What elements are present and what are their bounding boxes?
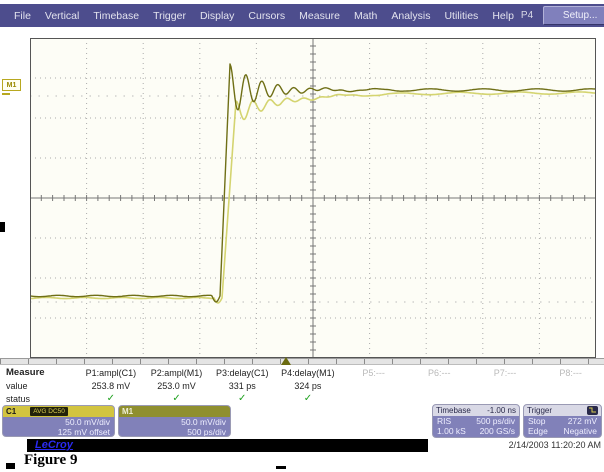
trigger-source-icon — [587, 406, 598, 415]
menu-measure[interactable]: Measure — [299, 9, 341, 22]
measure-label: Measure — [6, 367, 45, 378]
p8-value — [538, 380, 604, 393]
timebase-ruler — [0, 358, 604, 365]
p8-label[interactable]: P8:--- — [559, 368, 582, 378]
trigger-slope: Negative — [563, 426, 597, 436]
datetime-display: 2/14/2003 11:20:20 AM — [508, 440, 601, 450]
p4-status-check-icon: ✓ — [303, 393, 313, 404]
menu-help[interactable]: Help — [492, 9, 514, 22]
m1-descriptor-header: M1 — [119, 406, 230, 417]
trigger-descriptor-box[interactable]: Trigger Stop 272 mV Edge Negative — [523, 404, 602, 438]
p4-indicator: P4 — [520, 10, 534, 21]
menu-timebase[interactable]: Timebase — [93, 9, 140, 22]
timebase-descriptor-box[interactable]: Timebase -1.00 ns RIS 500 ps/div 1.00 kS… — [432, 404, 520, 438]
menu-cursors[interactable]: Cursors — [248, 9, 286, 22]
timebase-delay: -1.00 ns — [487, 406, 516, 415]
menu-vertical[interactable]: Vertical — [44, 9, 80, 22]
timebase-title: Timebase — [436, 406, 471, 415]
c1-title: C1 — [6, 407, 17, 416]
measure-col-p7[interactable]: P7:--- — [472, 367, 538, 406]
p2-value: 253.0 mV — [157, 381, 196, 391]
measure-col-p3[interactable]: P3:delay(C1) 331 ps ✓ — [209, 367, 275, 406]
p4-value: 324 ps — [294, 381, 322, 391]
p7-value — [472, 380, 538, 393]
waveform-grid — [30, 38, 596, 358]
menu-bar: File Vertical Timebase Trigger Display C… — [0, 4, 604, 27]
c1-coupling-badge: AVG DC50 — [30, 407, 68, 416]
p7-label[interactable]: P7:--- — [493, 368, 517, 378]
measure-row-labels: Measure value status — [0, 367, 78, 406]
timebase-record: 1.00 kS — [437, 426, 466, 436]
m1-title: M1 — [122, 407, 134, 416]
p2-status-check-icon: ✓ — [172, 393, 181, 404]
p6-value — [406, 380, 472, 393]
trigger-header: Trigger — [524, 405, 601, 416]
p3-status-check-icon: ✓ — [238, 393, 247, 404]
p2-label[interactable]: P2:ampl(M1) — [150, 368, 203, 378]
m1-marker-tick — [2, 93, 10, 95]
trigger-level: 272 mV — [567, 416, 597, 426]
figure-caption: Figure 9 — [24, 452, 78, 468]
timebase-scale: 500 ps/div — [476, 416, 515, 426]
trigger-title: Trigger — [527, 406, 553, 415]
menu-display[interactable]: Display — [199, 9, 235, 22]
measure-col-p6[interactable]: P6:--- — [406, 367, 472, 406]
p1-label[interactable]: P1:ampl(C1) — [85, 368, 137, 378]
setup-button[interactable]: Setup... — [543, 6, 604, 25]
measure-col-p8[interactable]: P8:--- — [538, 367, 604, 406]
p1-status-check-icon: ✓ — [106, 393, 116, 404]
trigger-type: Edge — [528, 426, 548, 436]
m1-descriptor-box[interactable]: M1 50.0 mV/div 500 ps/div — [118, 405, 231, 437]
waveform-plot — [30, 38, 596, 358]
c1-scale: 50.0 mV/div — [65, 417, 110, 427]
timebase-rate: 200 GS/s — [479, 426, 515, 436]
c1-offset: 125 mV offset — [57, 427, 110, 437]
page-artifact-mark — [0, 222, 5, 232]
measure-col-p2[interactable]: P2:ampl(M1) 253.0 mV ✓ — [144, 367, 210, 406]
p5-label[interactable]: P5:--- — [362, 368, 385, 378]
c1-descriptor-box[interactable]: C1 AVG DC50 50.0 mV/div 125 mV offset — [2, 405, 115, 437]
m1-timebase: 500 ps/div — [187, 427, 226, 437]
menu-utilities[interactable]: Utilities — [444, 9, 479, 22]
p1-value: 253.8 mV — [91, 381, 131, 391]
m1-scale: 50.0 mV/div — [181, 417, 226, 427]
trigger-position-icon[interactable] — [281, 357, 291, 365]
page-artifact-mark — [6, 463, 15, 469]
p3-value: 331 ps — [228, 381, 256, 391]
menu-analysis[interactable]: Analysis — [391, 9, 431, 22]
value-label: value — [6, 381, 28, 391]
m1-trace-marker[interactable]: M1 — [2, 79, 21, 91]
p4-label[interactable]: P4:delay(M1) — [281, 368, 335, 378]
menu-file[interactable]: File — [14, 9, 31, 22]
measure-col-p5[interactable]: P5:--- — [341, 367, 407, 406]
menu-math[interactable]: Math — [354, 9, 378, 22]
p3-label[interactable]: P3:delay(C1) — [215, 368, 269, 378]
p5-value — [341, 380, 407, 393]
status-label: status — [6, 394, 31, 404]
trigger-mode: Stop — [528, 416, 546, 426]
measure-col-p4[interactable]: P4:delay(M1) 324 ps ✓ — [275, 367, 341, 406]
p6-label[interactable]: P6:--- — [428, 368, 451, 378]
lecroy-logo: LeCroy — [35, 439, 73, 451]
logo-strip: LeCroy — [27, 439, 428, 452]
measure-col-p1[interactable]: P1:ampl(C1) 253.8 mV ✓ — [78, 367, 144, 406]
measure-table: Measure value status P1:ampl(C1) 253.8 m… — [0, 367, 604, 406]
timebase-mode: RIS — [437, 416, 452, 426]
page-artifact-mark — [276, 466, 286, 469]
timebase-header: Timebase -1.00 ns — [433, 405, 519, 416]
p5-status — [341, 393, 407, 406]
c1-descriptor-header: C1 AVG DC50 — [3, 406, 114, 417]
menu-trigger[interactable]: Trigger — [153, 9, 186, 22]
